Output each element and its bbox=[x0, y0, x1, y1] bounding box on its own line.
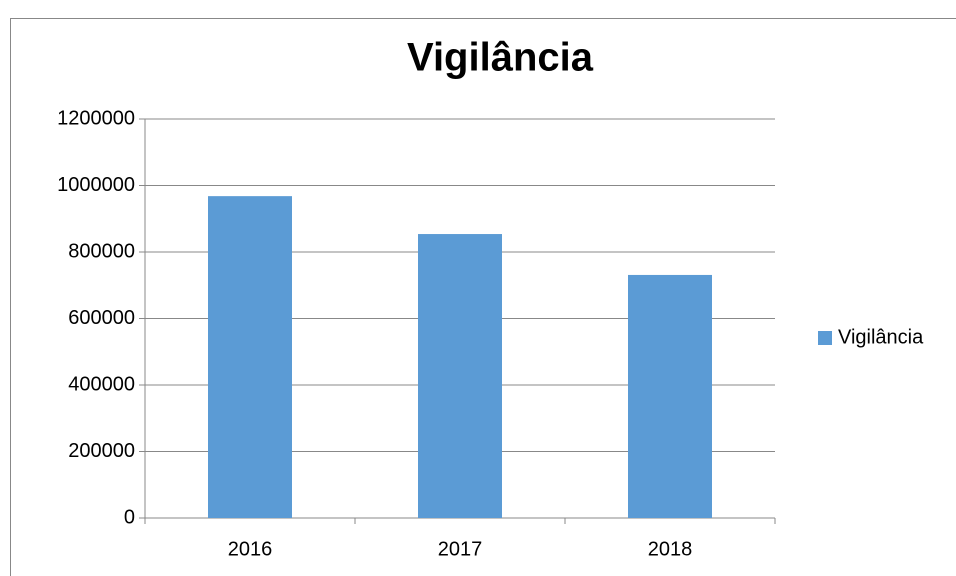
y-tick-label: 1200000 bbox=[57, 107, 135, 129]
bar bbox=[418, 234, 502, 519]
y-tick-label: 200000 bbox=[68, 440, 135, 462]
y-tick-label: 800000 bbox=[68, 240, 135, 262]
legend-label: Vigilância bbox=[838, 326, 924, 348]
y-tick-label: 1000000 bbox=[57, 174, 135, 196]
y-tick-label: 400000 bbox=[68, 373, 135, 395]
x-tick-label: 2016 bbox=[228, 538, 273, 560]
bar bbox=[628, 274, 712, 518]
x-tick-label: 2017 bbox=[438, 538, 483, 560]
x-tick-label: 2018 bbox=[648, 538, 693, 560]
y-tick-label: 600000 bbox=[68, 307, 135, 329]
chart-title: Vigilância bbox=[407, 36, 594, 80]
bar bbox=[208, 196, 292, 518]
y-tick-label: 0 bbox=[124, 506, 135, 528]
legend-swatch bbox=[818, 331, 832, 345]
